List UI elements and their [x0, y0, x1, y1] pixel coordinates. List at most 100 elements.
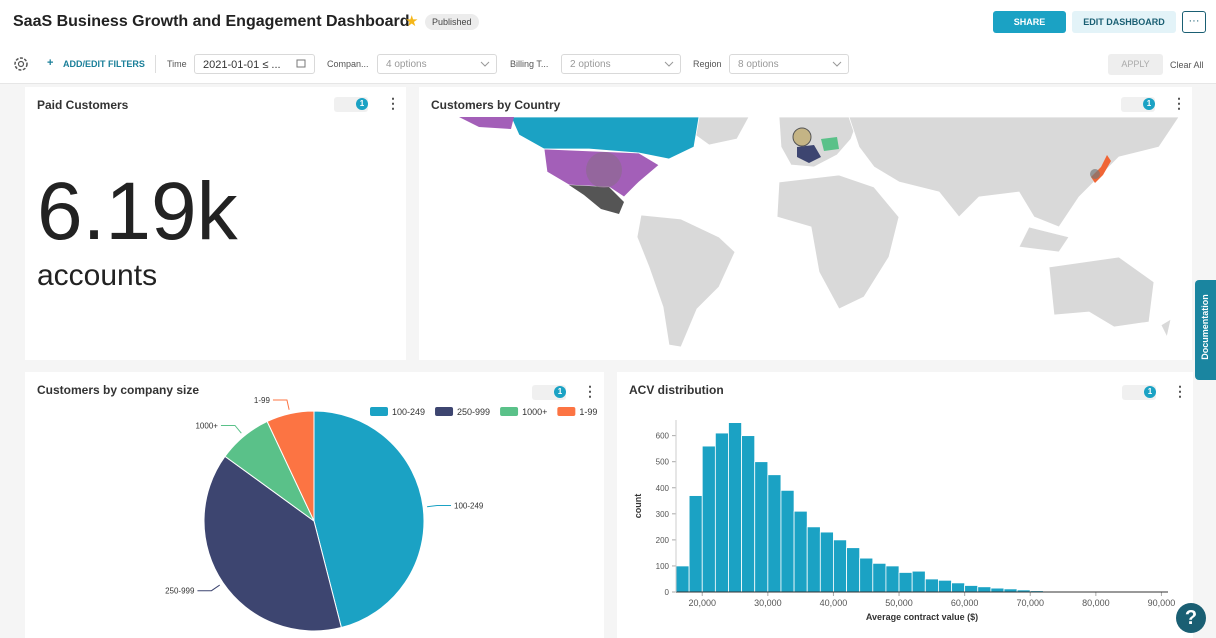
mexico [569, 185, 624, 214]
filter-badge: 1 [554, 386, 566, 398]
x-tick-label: 80,000 [1082, 598, 1110, 608]
panel-title: Paid Customers [37, 98, 129, 112]
bar [898, 572, 913, 593]
filter-value: 2 options [570, 59, 611, 70]
x-tick-label: 40,000 [820, 598, 848, 608]
histogram: 0 100 200 300 400 500 600 20,000 30,000 40,000 50,… [633, 420, 1175, 622]
histogram-panel: ACV distribution 1 ⋮ 0 100 200 300 400 500 600… [617, 372, 1193, 638]
bar [911, 570, 926, 593]
x-tick-label: 70,000 [1016, 598, 1044, 608]
bubble [792, 127, 812, 147]
bar [833, 539, 847, 593]
y-axis-label: count [633, 494, 643, 519]
panel-title: ACV distribution [629, 383, 724, 397]
bar [714, 432, 729, 593]
big-number: 6.19k [37, 166, 238, 257]
bar [728, 422, 743, 593]
filter-value: 8 options [738, 59, 779, 70]
south-america [636, 214, 736, 348]
legend-swatch [557, 407, 576, 416]
bar [741, 435, 756, 593]
germany [821, 137, 839, 151]
europe [778, 116, 860, 168]
slice-label: 1-99 [254, 396, 271, 405]
edit-button[interactable]: EDIT DASHBOARD [1072, 11, 1176, 33]
documentation-label: Documentation [1200, 294, 1210, 360]
bar [688, 495, 703, 593]
australia [1048, 256, 1155, 328]
chevrons [296, 59, 842, 68]
clear-all[interactable]: Clear All [1170, 60, 1204, 70]
africa [776, 174, 900, 310]
x-tick-label: 50,000 [885, 598, 913, 608]
pie-slice [313, 410, 425, 629]
bar [885, 565, 900, 593]
bar [806, 526, 821, 593]
filter-select[interactable]: 2 options [561, 54, 681, 74]
map-panel: Customers by Country 1 ⋮ [419, 87, 1192, 360]
filter-select[interactable]: 8 options [729, 54, 849, 74]
asia [848, 116, 1180, 228]
bar [819, 531, 834, 593]
indonesia [1018, 226, 1070, 253]
x-tick-label: 30,000 [754, 598, 782, 608]
menu[interactable]: ⋮ [583, 383, 597, 399]
leader-line [272, 399, 290, 410]
world-map [459, 116, 1180, 348]
help-button[interactable]: ? [1176, 603, 1206, 633]
favorite-star[interactable]: ★ [405, 13, 419, 30]
bar [872, 562, 887, 593]
filter-label: Region [693, 59, 722, 69]
y-tick-label: 600 [656, 432, 670, 441]
legend-swatch [435, 407, 454, 416]
slice-label: 100-249 [454, 501, 484, 510]
panel-title: Customers by company size [37, 383, 200, 397]
legend-label: 1000+ [522, 407, 547, 417]
x-tick-label: 60,000 [951, 598, 979, 608]
filter-select[interactable]: 4 options [377, 54, 497, 74]
panel-title: Customers by Country [431, 98, 561, 112]
filter-value: 4 options [386, 59, 427, 70]
bar [990, 587, 1005, 593]
bar [754, 461, 769, 593]
bar [846, 547, 861, 593]
y-tick-label: 0 [665, 588, 670, 597]
filter-label: Time [167, 59, 187, 69]
slice-label: 250-999 [165, 587, 195, 596]
filter-badge: 1 [356, 98, 368, 110]
settings-icon[interactable] [13, 56, 29, 72]
leader-line [220, 424, 242, 434]
divider [155, 55, 156, 73]
bar [951, 582, 966, 593]
filter-badge: 1 [1143, 98, 1155, 110]
big-number-subtitle: accounts [37, 259, 158, 292]
pie-chart: 100-249 250-999 1000+ 1-99 100-249 250-999 100… [165, 396, 597, 632]
filter-bar: + ADD/EDIT FILTERS Time 2021-01-01 ≤ ...… [0, 45, 1216, 84]
menu[interactable]: ⋮ [1172, 95, 1186, 111]
filter-input[interactable]: 2021-01-01 ≤ ... [194, 54, 315, 74]
share-button[interactable]: SHARE [993, 11, 1066, 33]
more-button[interactable]: ··· [1182, 11, 1206, 33]
documentation-tab[interactable]: Documentation [1195, 280, 1216, 380]
menu[interactable]: ⋮ [386, 95, 400, 111]
header: SaaS Business Growth and Engagement Dash… [0, 0, 1216, 46]
x-tick-label: 20,000 [688, 598, 716, 608]
add-filters[interactable]: ADD/EDIT FILTERS [63, 59, 145, 69]
apply-button[interactable]: APPLY [1108, 54, 1163, 75]
y-tick-label: 400 [656, 484, 670, 493]
x-axis-label: Average contract value ($) [866, 612, 978, 622]
menu[interactable]: ⋮ [1173, 383, 1187, 399]
legend-label: 100-249 [392, 407, 425, 417]
pie-slice [203, 455, 342, 632]
filter-label: Billing T... [510, 59, 549, 69]
bar [780, 489, 795, 593]
new-zealand [1160, 318, 1172, 339]
bar [767, 474, 782, 593]
filter-label: Compan... [327, 59, 369, 69]
legend-label: 250-999 [457, 407, 490, 417]
bar [675, 565, 690, 593]
plus-icon[interactable]: + [47, 57, 54, 69]
legend-swatch [370, 407, 388, 416]
pie-panel: Customers by company size 1 ⋮ 100-249 250… [25, 372, 604, 638]
